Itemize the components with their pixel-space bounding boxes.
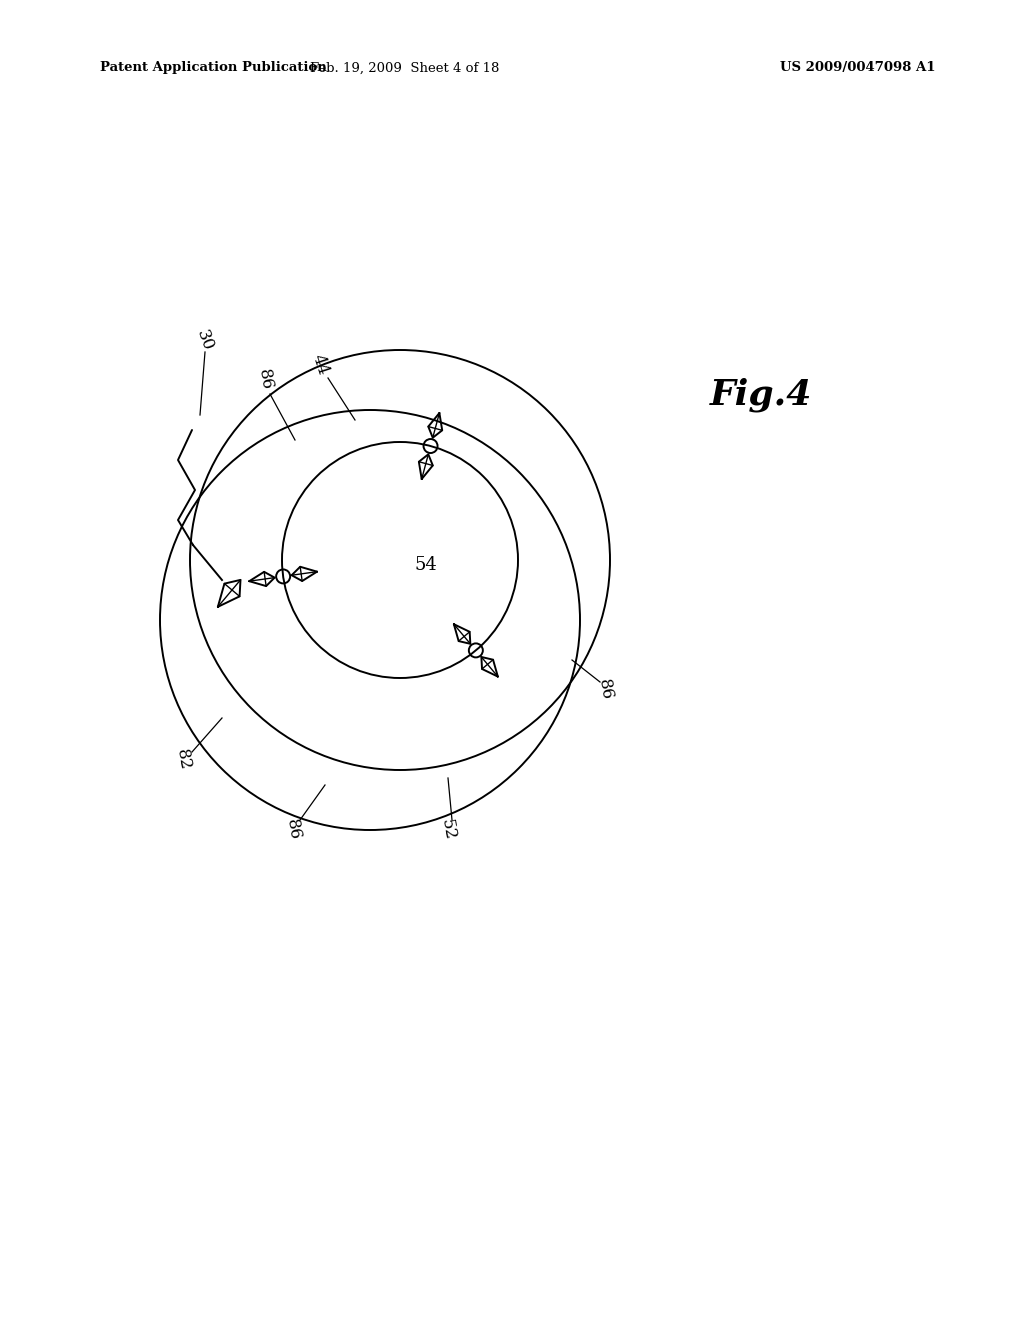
Text: 44: 44 <box>308 352 332 378</box>
Text: 52: 52 <box>438 818 458 842</box>
Text: 30: 30 <box>194 327 217 352</box>
Text: 86: 86 <box>255 368 275 392</box>
Text: 54: 54 <box>415 556 437 574</box>
Text: Fig.4: Fig.4 <box>710 378 812 412</box>
Text: Feb. 19, 2009  Sheet 4 of 18: Feb. 19, 2009 Sheet 4 of 18 <box>310 62 500 74</box>
Text: Patent Application Publication: Patent Application Publication <box>100 62 327 74</box>
Text: 86: 86 <box>283 818 303 842</box>
Text: 82: 82 <box>173 748 194 772</box>
Text: 86: 86 <box>595 678 615 702</box>
Text: US 2009/0047098 A1: US 2009/0047098 A1 <box>780 62 936 74</box>
